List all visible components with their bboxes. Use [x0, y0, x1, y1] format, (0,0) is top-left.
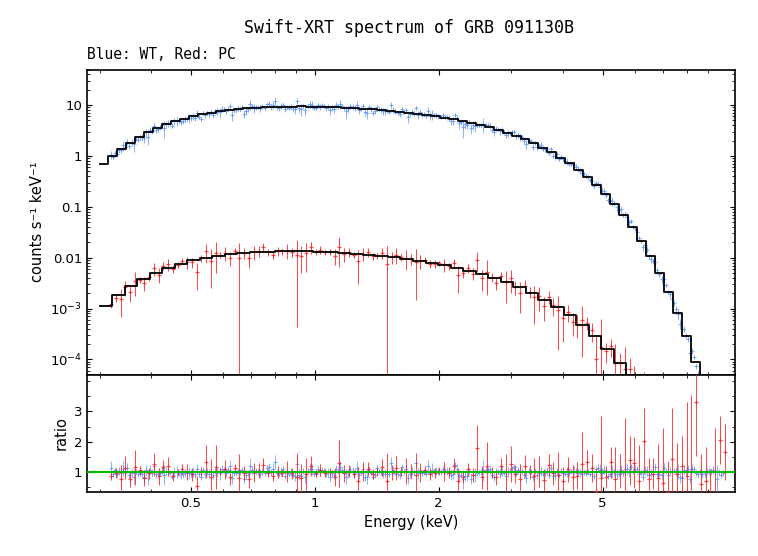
Text: Swift-XRT spectrum of GRB 091130B: Swift-XRT spectrum of GRB 091130B: [244, 19, 575, 37]
Text: Blue: WT, Red: PC: Blue: WT, Red: PC: [87, 47, 236, 62]
Y-axis label: ratio: ratio: [53, 416, 68, 450]
Y-axis label: counts s⁻¹ keV⁻¹: counts s⁻¹ keV⁻¹: [30, 162, 45, 282]
X-axis label: Energy (keV): Energy (keV): [364, 515, 459, 530]
